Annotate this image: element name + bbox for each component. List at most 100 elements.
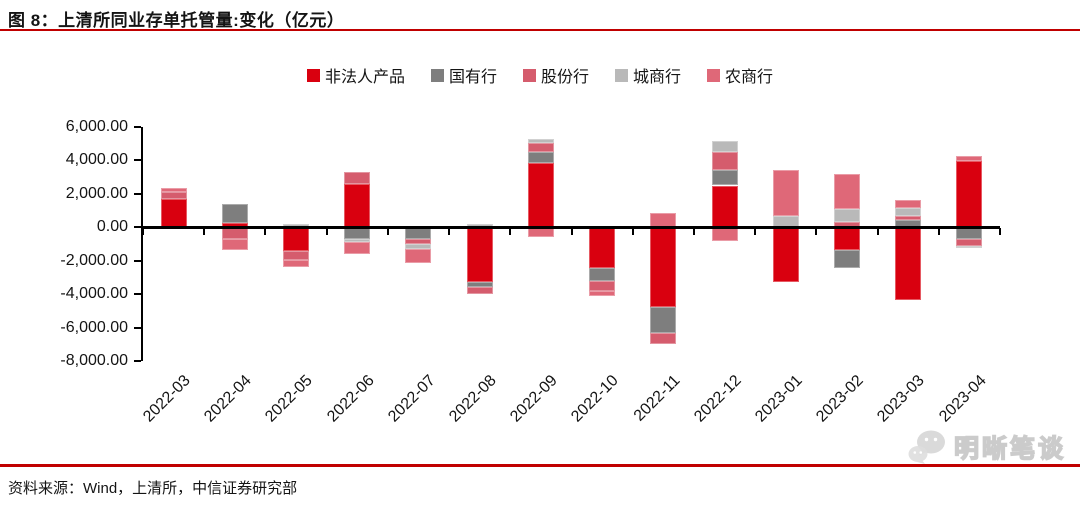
bar-segment bbox=[405, 227, 432, 239]
bar-segment bbox=[527, 143, 554, 153]
bar-segment bbox=[160, 187, 187, 192]
x-tick-label: 2022-06 bbox=[323, 372, 378, 426]
bar-segment bbox=[221, 222, 248, 228]
x-axis-tick bbox=[876, 228, 879, 236]
bar-segment bbox=[956, 238, 983, 246]
legend-label: 城商行 bbox=[633, 69, 682, 86]
x-tick-label: 2023-03 bbox=[874, 372, 929, 426]
bar-segment bbox=[221, 227, 248, 239]
legend-swatch-icon bbox=[707, 68, 721, 82]
bar-segment bbox=[711, 141, 738, 153]
x-tick-label: 2022-05 bbox=[262, 372, 317, 426]
bar-segment bbox=[589, 290, 616, 297]
y-tick-label: -6,000.00 bbox=[60, 318, 128, 336]
chart-legend: 非法人产品 国有行 股份行 城商行 农商行 bbox=[0, 63, 1080, 87]
x-axis-tick bbox=[325, 228, 328, 236]
legend-swatch-icon bbox=[430, 68, 444, 82]
bar-segment bbox=[344, 183, 371, 228]
bar-segment bbox=[283, 223, 310, 228]
legend-label: 股份行 bbox=[540, 69, 589, 86]
bar-segment bbox=[283, 250, 310, 261]
bar-segment bbox=[589, 280, 616, 291]
bar-segment bbox=[283, 227, 310, 251]
bar-segment bbox=[650, 332, 677, 345]
legend-label: 农商行 bbox=[725, 69, 774, 86]
x-tick-label: 2023-04 bbox=[935, 372, 990, 426]
bar-segment bbox=[589, 227, 616, 269]
x-tick-label: 2023-01 bbox=[752, 372, 806, 426]
bar-segment bbox=[956, 155, 983, 162]
y-axis-tick bbox=[134, 159, 141, 162]
legend-swatch-icon bbox=[522, 68, 536, 82]
x-tick-label: 2022-03 bbox=[140, 372, 194, 426]
bar-segment bbox=[283, 260, 310, 268]
legend-label: 国有行 bbox=[448, 69, 497, 86]
bar-segment bbox=[527, 227, 554, 237]
bar-segment bbox=[895, 207, 922, 216]
x-axis-tick bbox=[386, 228, 389, 236]
bar-segment bbox=[221, 238, 248, 251]
bar-segment bbox=[956, 227, 983, 239]
x-axis-tick bbox=[448, 228, 451, 236]
bar-segment bbox=[405, 249, 432, 263]
bar-segment bbox=[160, 198, 187, 228]
bar-segment bbox=[650, 227, 677, 307]
x-tick-label: 2022-10 bbox=[568, 372, 623, 426]
bar-segment bbox=[711, 169, 738, 186]
y-tick-label: -4,000.00 bbox=[60, 285, 128, 303]
y-tick-label: -8,000.00 bbox=[60, 352, 128, 369]
bar-segment bbox=[160, 191, 187, 199]
bar-segment bbox=[833, 222, 860, 228]
bar-segment bbox=[833, 174, 860, 209]
y-tick-label: 4,000.00 bbox=[65, 151, 128, 169]
bar-segment bbox=[466, 227, 493, 283]
bar-segment bbox=[895, 199, 922, 208]
y-tick-label: 0.00 bbox=[96, 218, 128, 236]
bar-segment bbox=[527, 163, 554, 228]
bar-segment bbox=[833, 227, 860, 250]
y-axis-tick bbox=[134, 360, 141, 362]
watermark-text: 明晰笔谈 bbox=[953, 434, 1066, 464]
x-tick-label: 2022-09 bbox=[507, 372, 561, 426]
x-axis-tick bbox=[142, 228, 144, 236]
y-tick-label: 2,000.00 bbox=[65, 184, 128, 202]
bar-segment bbox=[344, 172, 371, 184]
footer-divider bbox=[0, 464, 1080, 467]
chart-title: 图 8：上清所同业存单托管量:变化（亿元） bbox=[8, 11, 345, 30]
bar-segment bbox=[711, 152, 738, 170]
x-tick-label: 2023-02 bbox=[813, 372, 867, 426]
x-axis-tick bbox=[264, 228, 267, 236]
bar-segment bbox=[466, 287, 493, 295]
y-tick-label: 6,000.00 bbox=[65, 118, 128, 135]
y-axis-line bbox=[141, 127, 143, 361]
wechat-chat-bubbles-icon bbox=[908, 430, 945, 464]
bar-segment bbox=[405, 243, 432, 250]
bar-segment bbox=[589, 268, 616, 281]
plot-area bbox=[134, 126, 1001, 362]
bar-segment bbox=[956, 161, 983, 228]
bar-segment bbox=[650, 306, 677, 333]
bar-segment bbox=[895, 219, 922, 228]
source-note: 资料来源：Wind，上清所，中信证券研究部 bbox=[8, 480, 298, 497]
y-tick-label: -2,000.00 bbox=[60, 251, 128, 269]
legend-item: 股份行 bbox=[522, 63, 589, 87]
bar-segment bbox=[772, 227, 799, 283]
bar-segment bbox=[344, 238, 371, 242]
legend-label: 非法人产品 bbox=[324, 69, 405, 86]
bar-segment bbox=[772, 215, 799, 228]
bar-segment bbox=[344, 241, 371, 255]
x-axis-tick bbox=[203, 228, 206, 236]
bar-segment bbox=[895, 227, 922, 301]
bar-segment bbox=[833, 250, 860, 269]
x-tick-label: 2022-11 bbox=[630, 372, 684, 425]
x-tick-label: 2022-04 bbox=[201, 372, 255, 426]
legend-swatch-icon bbox=[615, 68, 628, 82]
x-tick-label: 2022-08 bbox=[446, 372, 500, 426]
legend-item: 国有行 bbox=[430, 63, 497, 87]
title-divider bbox=[0, 29, 1080, 31]
y-axis-tick bbox=[134, 326, 141, 329]
zero-axis-line bbox=[143, 225, 1000, 229]
y-axis-tick bbox=[134, 259, 141, 262]
bar-segment bbox=[772, 170, 799, 216]
